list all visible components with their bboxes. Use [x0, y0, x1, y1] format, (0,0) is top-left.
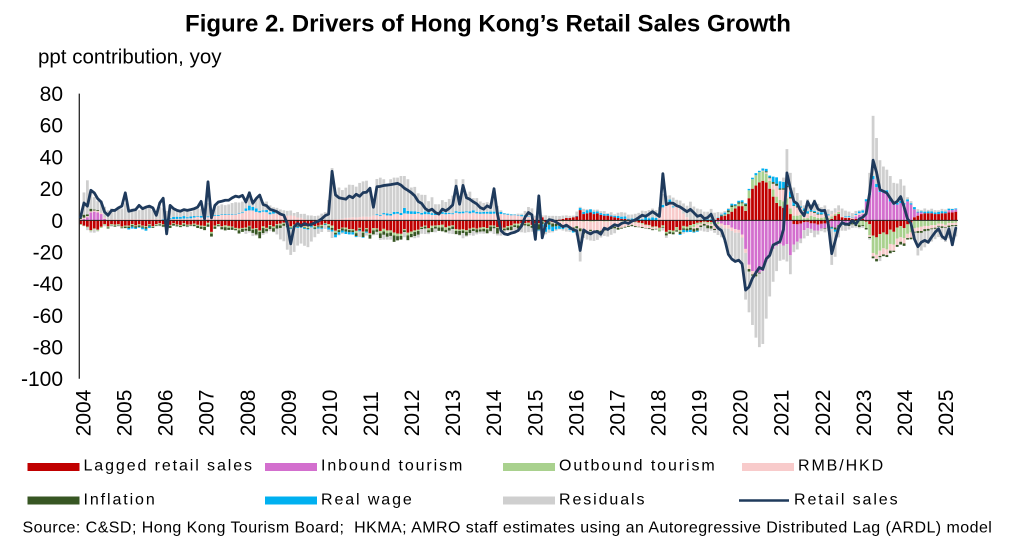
svg-text:2019: 2019 — [689, 390, 712, 437]
svg-text:60: 60 — [40, 115, 63, 138]
svg-text:ppt contribution, yoy: ppt contribution, yoy — [38, 45, 222, 68]
svg-text:-100: -100 — [21, 368, 63, 391]
svg-text:RMB/HKD: RMB/HKD — [798, 458, 885, 475]
svg-text:-60: -60 — [33, 305, 63, 328]
svg-text:2010: 2010 — [319, 390, 342, 437]
svg-text:2007: 2007 — [196, 390, 219, 437]
svg-text:2004: 2004 — [73, 389, 96, 436]
svg-text:2024: 2024 — [894, 389, 917, 436]
svg-text:2022: 2022 — [812, 390, 835, 437]
svg-text:Source: C&SD; Hong Kong Touris: Source: C&SD; Hong Kong Tourism Board; H… — [23, 520, 993, 537]
svg-text:2005: 2005 — [114, 390, 137, 437]
svg-text:2006: 2006 — [155, 390, 178, 437]
svg-text:2008: 2008 — [237, 390, 260, 437]
svg-text:2025: 2025 — [935, 390, 958, 437]
svg-text:Lagged retail sales: Lagged retail sales — [84, 458, 254, 475]
svg-text:Outbound tourism: Outbound tourism — [559, 458, 717, 475]
svg-text:40: 40 — [40, 146, 63, 169]
svg-text:Real wage: Real wage — [321, 491, 414, 508]
svg-text:80: 80 — [40, 83, 63, 106]
svg-text:Figure 2. Drivers of Hong Kong: Figure 2. Drivers of Hong Kong’s Retail … — [185, 11, 791, 38]
svg-text:Residuals: Residuals — [559, 491, 646, 508]
svg-text:2016: 2016 — [565, 390, 588, 437]
svg-text:2021: 2021 — [771, 390, 794, 437]
svg-text:-40: -40 — [33, 273, 63, 296]
svg-text:2011: 2011 — [360, 391, 383, 436]
svg-text:2012: 2012 — [401, 390, 424, 437]
svg-text:20: 20 — [40, 178, 63, 201]
svg-text:-80: -80 — [33, 337, 63, 360]
svg-text:2018: 2018 — [648, 390, 671, 437]
svg-text:2014: 2014 — [483, 389, 506, 436]
svg-text:Inbound tourism: Inbound tourism — [321, 458, 464, 475]
svg-text:2020: 2020 — [730, 390, 753, 437]
svg-text:2009: 2009 — [278, 390, 301, 437]
svg-text:2017: 2017 — [606, 390, 629, 437]
svg-text:-20: -20 — [33, 242, 63, 265]
svg-text:0: 0 — [51, 210, 63, 233]
svg-text:2015: 2015 — [524, 390, 547, 437]
svg-text:2013: 2013 — [442, 390, 465, 437]
svg-text:Inflation: Inflation — [84, 491, 157, 508]
svg-text:2023: 2023 — [853, 390, 876, 437]
svg-text:Retail sales: Retail sales — [794, 491, 900, 508]
